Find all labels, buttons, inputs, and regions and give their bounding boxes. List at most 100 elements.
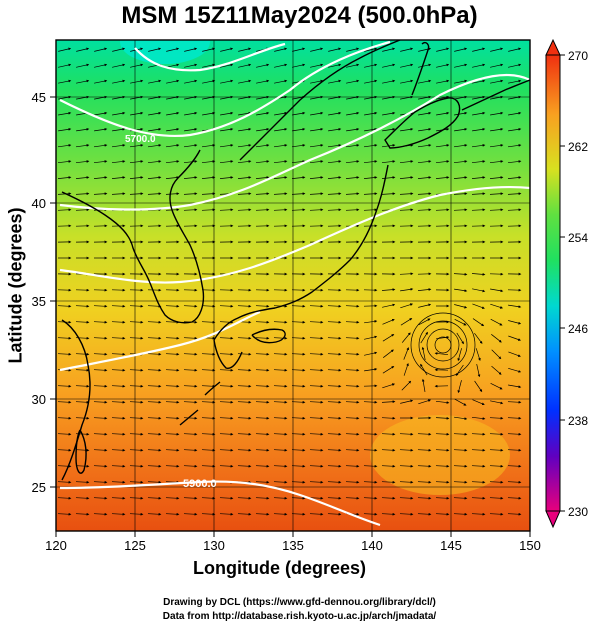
wind-arrow: [201, 496, 216, 500]
wind-arrow: [291, 448, 306, 452]
wind-arrow: [237, 192, 252, 196]
wind-arrow: [381, 448, 396, 452]
coastlines: [61, 40, 530, 481]
wind-arrow: [381, 288, 396, 292]
wind-arrow: [507, 143, 522, 148]
credit-drawing: Drawing by DCL (https://www.gfd-dennou.o…: [163, 597, 436, 608]
wind-arrow: [507, 464, 522, 468]
wind-arrow: [310, 63, 324, 68]
wind-arrow: [237, 160, 252, 164]
wind-arrow: [436, 47, 450, 52]
wind-arrow: [201, 352, 216, 356]
wind-arrow: [76, 95, 90, 100]
wind-arrow: [399, 192, 414, 196]
wind-arrow: [417, 143, 432, 148]
wind-arrow: [507, 160, 522, 164]
warm-patch: [370, 415, 510, 495]
wind-arrow: [453, 464, 468, 468]
wind-arrow: [129, 304, 144, 308]
wind-arrow: [201, 416, 216, 420]
wind-arrow: [255, 480, 270, 484]
wind-arrow: [256, 111, 270, 116]
wind-arrow: [165, 336, 180, 340]
wind-arrow: [75, 416, 90, 420]
wind-arrow: [291, 384, 306, 388]
wind-arrow: [274, 111, 288, 116]
wind-arrow: [291, 432, 306, 436]
wind-arrow: [129, 480, 144, 484]
wind-arrow: [129, 416, 144, 420]
wind-arrow: [364, 351, 378, 356]
wind-arrow: [184, 63, 198, 68]
wind-arrow: [401, 380, 412, 391]
wind-arrow: [489, 416, 504, 420]
colorbar: 270 262 254 246 238 230: [545, 38, 588, 529]
wind-arrow: [291, 464, 306, 468]
wind-arrow: [219, 464, 234, 468]
wind-arrow: [183, 336, 198, 340]
wind-arrow: [93, 160, 108, 164]
wind-arrow: [238, 47, 252, 52]
wind-arrow: [472, 79, 486, 84]
wind-arrow: [309, 432, 324, 436]
wind-arrow: [474, 332, 483, 344]
wind-arrow: [165, 432, 180, 436]
grid-lines: [56, 40, 530, 531]
wind-arrow: [346, 127, 360, 132]
wind-arrow: [382, 63, 396, 68]
wind-arrow: [291, 416, 306, 420]
axis-ticks: [50, 96, 531, 537]
wind-arrow: [75, 512, 90, 516]
wind-arrow: [291, 208, 306, 212]
wind-arrow: [328, 111, 342, 116]
cyclone-swirl: [434, 336, 452, 354]
xtick-label: 145: [440, 538, 462, 553]
wind-arrow: [327, 143, 342, 148]
wind-arrow: [403, 347, 409, 360]
wind-arrow: [94, 127, 108, 132]
wind-arrow: [508, 335, 522, 341]
wind-arrow: [238, 95, 252, 100]
wind-arrow: [309, 416, 324, 420]
wind-arrow: [165, 496, 180, 500]
wind-arrow: [309, 143, 324, 148]
wind-arrow: [399, 432, 414, 436]
colorbar-tick: 254: [568, 231, 588, 245]
wind-arrow: [75, 304, 90, 308]
wind-arrow: [94, 111, 108, 116]
wind-arrow: [454, 398, 467, 406]
wind-arrow: [183, 208, 198, 212]
wind-arrow: [183, 496, 198, 500]
wind-arrow: [220, 63, 234, 68]
wind-arrow: [328, 79, 342, 84]
wind-arrow: [201, 512, 216, 516]
wind-arrow: [381, 432, 396, 436]
wind-arrow: [399, 496, 414, 500]
wind-arrow: [130, 111, 144, 116]
wind-arrow: [476, 364, 481, 378]
wind-arrow: [219, 304, 234, 308]
wind-arrow: [255, 400, 270, 404]
wind-arrow: [201, 432, 216, 436]
wind-arrow: [237, 464, 252, 468]
wind-arrow: [309, 176, 324, 179]
wind-arrow: [75, 160, 90, 164]
wind-arrow: [147, 400, 162, 404]
wind-arrow: [327, 208, 342, 212]
wind-arrow: [399, 176, 414, 179]
wind-arrow: [183, 176, 198, 179]
wind-arrow: [381, 416, 396, 420]
wind-arrow: [489, 480, 504, 484]
wind-arrow: [93, 320, 108, 324]
wind-arrow: [291, 160, 306, 164]
wind-arrow: [382, 127, 396, 132]
wind-arrow: [346, 47, 360, 52]
wind-arrow: [309, 320, 324, 324]
wind-arrow: [472, 127, 486, 132]
wind-arrow: [147, 416, 162, 420]
wind-arrow: [327, 384, 342, 388]
wind-arrow: [184, 111, 198, 116]
wind-arrow: [129, 368, 144, 372]
wind-arrow: [111, 480, 126, 484]
